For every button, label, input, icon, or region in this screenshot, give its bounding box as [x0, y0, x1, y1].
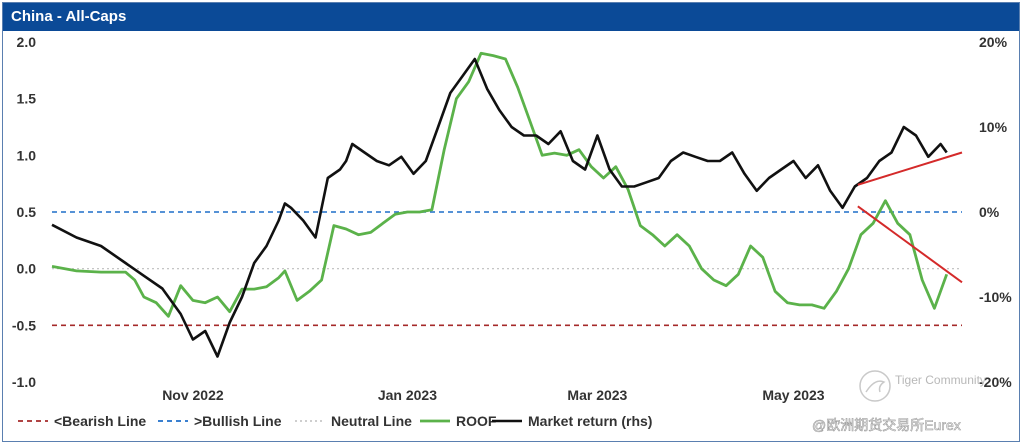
- y-left-tick-label: 1.0: [17, 147, 37, 163]
- axis-labels: 2.0 1.5 1.0 0.5 0.0 -0.5 -1.0 20% 10% 0% -10% -20% N…: [12, 34, 1012, 403]
- y-right-tick-label: 0%: [979, 204, 1000, 220]
- y-right-tick-label: 10%: [979, 119, 1008, 135]
- watermark-line2: @欧洲期货交易所Eurex: [812, 417, 961, 433]
- series-line-market-return: [51, 57, 948, 358]
- trend-line-0: [857, 151, 963, 186]
- x-tick-label: Jan 2023: [378, 387, 437, 403]
- x-tick-label: Nov 2022: [162, 387, 224, 403]
- chart-title: China - All-Caps: [3, 3, 1019, 31]
- trend-line-1: [857, 205, 963, 284]
- x-tick-label: May 2023: [762, 387, 824, 403]
- series-lines: [51, 51, 949, 358]
- legend-label: Neutral Line: [331, 413, 412, 429]
- x-tick-label: Mar 2023: [567, 387, 627, 403]
- y-left-tick-label: 2.0: [17, 34, 37, 50]
- y-right-tick-label: 20%: [979, 34, 1008, 50]
- legend-label: ROOF: [456, 413, 497, 429]
- reference-lines: [52, 211, 962, 327]
- y-right-tick-label: -20%: [979, 374, 1012, 390]
- trend-lines: [857, 151, 963, 284]
- legend-label: <Bearish Line: [54, 413, 146, 429]
- legend: <Bearish Line >Bullish Line Neutral Line RO…: [18, 413, 652, 429]
- watermark-line1: Tiger Community: [895, 373, 986, 387]
- y-left-tick-label: -0.5: [12, 317, 36, 333]
- y-left-tick-label: 1.5: [17, 91, 37, 107]
- y-right-tick-label: -10%: [979, 289, 1012, 305]
- y-left-tick-label: 0.5: [17, 204, 37, 220]
- y-left-tick-label: 0.0: [17, 261, 37, 277]
- tiger-logo-icon: [859, 370, 891, 402]
- legend-label: Market return (rhs): [528, 413, 652, 429]
- y-left-tick-label: -1.0: [12, 374, 36, 390]
- legend-label: >Bullish Line: [194, 413, 282, 429]
- series-line-roof: [51, 51, 949, 318]
- watermark: Tiger Community @欧洲期货交易所Eurex: [812, 370, 986, 433]
